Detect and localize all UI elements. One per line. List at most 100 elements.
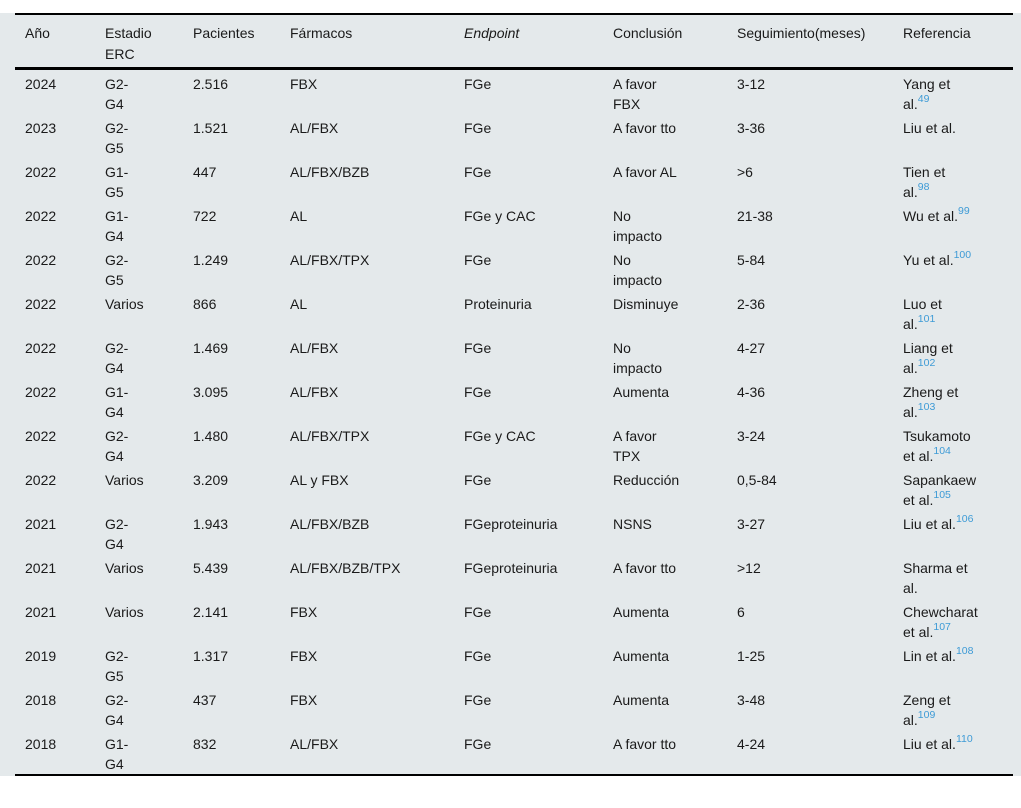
cell-conclusion: Disminuye (613, 296, 679, 312)
cell-endpoint: FGe y CAC (464, 208, 536, 224)
cell-farmacos: AL y FBX (290, 472, 349, 488)
cell-farmacos: FBX (290, 648, 318, 664)
cell-pacientes: 1.480 (193, 428, 229, 444)
cell-referencia: Luo et al.101 (903, 296, 942, 332)
cell-estadio: G1- G4 (105, 384, 129, 420)
cell-referencia: Tien et al.98 (903, 164, 946, 200)
table-row: 2021 G2- G4 1.943 AL/FBX/BZB FGeproteinuria N… (15, 510, 1013, 554)
cell-ano: 2024 (25, 76, 57, 92)
cell-referencia: Wu et al.99 (903, 205, 970, 224)
cell-estadio: G2- G5 (105, 252, 129, 288)
studies-table: Año Estadio ERC Pacientes Fármacos Endpoint C… (15, 13, 1013, 776)
cell-farmacos: AL/FBX/BZB/TPX (290, 560, 401, 576)
table-row: 2018 G1- G4 832 AL/FBX FGe A favor tto 4-24 Liu… (15, 730, 1013, 775)
cell-farmacos: AL/FBX (290, 120, 339, 136)
cell-ano: 2021 (25, 516, 57, 532)
cell-seguimiento: 3-48 (737, 692, 766, 708)
cell-seguimiento: 5-84 (737, 252, 766, 268)
cell-referencia: Yang et al.49 (903, 76, 951, 112)
cell-estadio: G2- G5 (105, 648, 129, 684)
table-row: 2022 Varios 866 AL Proteinuria Disminuye 2-36 L… (15, 290, 1013, 334)
citation-link[interactable]: 104 (933, 445, 951, 458)
cell-ano: 2021 (25, 604, 57, 620)
cell-conclusion: A favor TPX (613, 428, 657, 464)
cell-ano: 2018 (25, 692, 57, 708)
citation-link[interactable]: 107 (933, 621, 951, 634)
cell-farmacos: AL/FBX/BZB (290, 164, 370, 180)
cell-seguimiento: 3-12 (737, 76, 766, 92)
cell-ano: 2019 (25, 648, 57, 664)
cell-pacientes: 3.209 (193, 472, 229, 488)
column-header-conclusion: Conclusión (613, 14, 737, 70)
cell-ano: 2022 (25, 208, 57, 224)
cell-conclusion: No impacto (613, 340, 663, 376)
cell-conclusion: Aumenta (613, 648, 670, 664)
table-row: 2023 G2- G5 1.521 AL/FBX FGe A favor tto 3-36 L… (15, 114, 1013, 158)
cell-seguimiento: >6 (737, 164, 753, 180)
cell-seguimiento: 6 (737, 604, 745, 620)
cell-seguimiento: 2-36 (737, 296, 766, 312)
cell-pacientes: 437 (193, 692, 217, 708)
cell-ano: 2022 (25, 340, 57, 356)
cell-pacientes: 2.141 (193, 604, 229, 620)
cell-referencia: Sharma et al. (903, 560, 968, 596)
cell-conclusion: A favor tto (613, 736, 677, 752)
column-header-pacientes: Pacientes (193, 14, 290, 70)
citation-link[interactable]: 110 (955, 733, 973, 746)
cell-endpoint: FGe (464, 340, 492, 356)
table-row: 2022 G2- G4 1.480 AL/FBX/TPX FGe y CAC A favo… (15, 422, 1013, 466)
citation-link[interactable]: 99 (958, 205, 970, 218)
cell-conclusion: Aumenta (613, 384, 670, 400)
cell-endpoint: FGeproteinuria (464, 516, 558, 532)
cell-estadio: G2- G4 (105, 76, 129, 112)
citation-link[interactable]: 100 (953, 249, 972, 262)
citation-link[interactable]: 108 (955, 645, 974, 658)
table-row: 2021 Varios 5.439 AL/FBX/BZB/TPX FGeproteinu… (15, 554, 1013, 598)
cell-conclusion: A favor tto (613, 120, 677, 136)
cell-referencia: Lin et al.108 (903, 645, 974, 664)
cell-ano: 2022 (25, 428, 57, 444)
column-header-endpoint: Endpoint (464, 14, 613, 70)
cell-seguimiento: 4-27 (737, 340, 766, 356)
citation-link[interactable]: 102 (917, 357, 936, 370)
cell-farmacos: AL/FBX (290, 384, 339, 400)
cell-referencia: Zeng et al.109 (903, 692, 951, 728)
cell-endpoint: FGe (464, 692, 492, 708)
cell-endpoint: FGe (464, 252, 492, 268)
cell-estadio: Varios (105, 560, 144, 576)
cell-farmacos: FBX (290, 76, 318, 92)
citation-link[interactable]: 49 (917, 93, 930, 106)
cell-pacientes: 1.317 (193, 648, 229, 664)
cell-ano: 2018 (25, 736, 57, 752)
cell-pacientes: 1.469 (193, 340, 229, 356)
cell-endpoint: FGe (464, 76, 492, 92)
table-row: 2022 Varios 3.209 AL y FBX FGe Reducción 0,5-8… (15, 466, 1013, 510)
cell-ano: 2022 (25, 296, 57, 312)
citation-link[interactable]: 109 (917, 709, 936, 722)
cell-farmacos: AL (290, 208, 308, 224)
citation-link[interactable]: 106 (955, 513, 974, 526)
table-row: 2022 G2- G5 1.249 AL/FBX/TPX FGe No impacto 5-… (15, 246, 1013, 290)
column-header-seguimiento: Seguimiento(meses) (737, 14, 903, 70)
cell-farmacos: AL (290, 296, 308, 312)
cell-endpoint: FGe (464, 120, 492, 136)
citation-link[interactable]: 101 (917, 313, 936, 326)
cell-seguimiento: 1-25 (737, 648, 766, 664)
table-row: 2019 G2- G5 1.317 FBX FGe Aumenta 1-25 Lin et a… (15, 642, 1013, 686)
citation-link[interactable]: 103 (917, 401, 936, 414)
cell-pacientes: 1.249 (193, 252, 229, 268)
table-row: 2021 Varios 2.141 FBX FGe Aumenta 6 Chewcharat … (15, 598, 1013, 642)
cell-conclusion: A favor FBX (613, 76, 657, 112)
cell-conclusion: Reducción (613, 472, 680, 488)
cell-estadio: Varios (105, 472, 144, 488)
table-row: 2022 G1- G5 447 AL/FBX/BZB FGe A favor AL >6 Ti… (15, 158, 1013, 202)
cell-estadio: G2- G4 (105, 428, 129, 464)
cell-conclusion: A favor AL (613, 164, 677, 180)
cell-farmacos: FBX (290, 692, 318, 708)
cell-endpoint: FGe (464, 472, 492, 488)
citation-link[interactable]: 105 (933, 489, 951, 502)
cell-ano: 2021 (25, 560, 57, 576)
citation-link[interactable]: 98 (917, 181, 930, 194)
cell-conclusion: No impacto (613, 208, 663, 244)
cell-conclusion: A favor tto (613, 560, 677, 576)
